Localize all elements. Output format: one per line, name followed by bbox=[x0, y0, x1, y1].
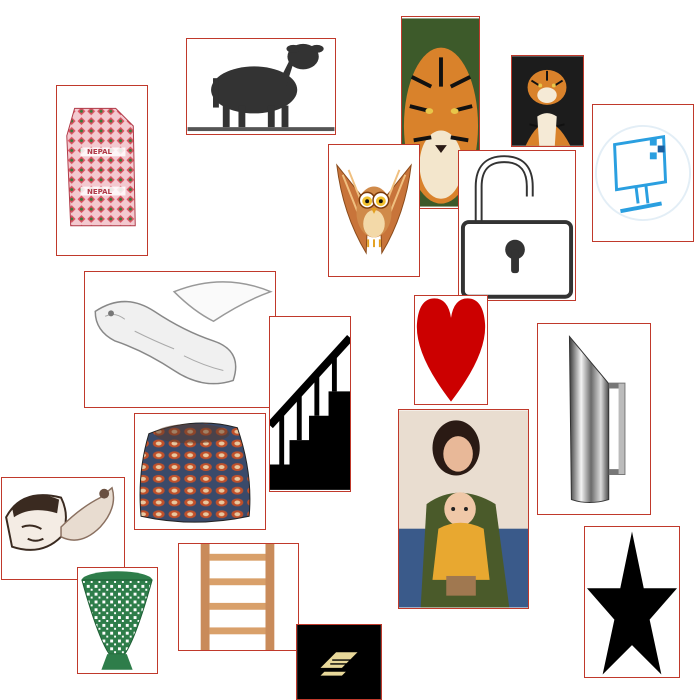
stairs-tile bbox=[269, 316, 351, 492]
open-padlock-icon bbox=[460, 155, 574, 299]
dark-logo-tile bbox=[296, 624, 382, 700]
sitting-tiger-photo bbox=[512, 56, 583, 146]
heart-tile bbox=[414, 295, 488, 405]
sitting-tiger-tile bbox=[511, 55, 584, 147]
staircase-silhouette-icon bbox=[270, 335, 350, 490]
face-sketch-tile bbox=[1, 477, 125, 580]
heart-icon bbox=[416, 298, 486, 402]
steel-pitcher-icon bbox=[568, 335, 626, 503]
mother-and-baby-photo bbox=[399, 410, 528, 608]
face-sketch-icon bbox=[5, 486, 115, 551]
star-icon bbox=[586, 531, 678, 675]
sheep-silhouette-icon bbox=[187, 43, 335, 132]
sketch-tile bbox=[84, 271, 276, 408]
owl-cartoon-icon bbox=[336, 163, 412, 255]
green-basket-tile bbox=[77, 567, 158, 674]
wooden-ladder-icon bbox=[200, 544, 275, 650]
ladder-tile bbox=[178, 543, 299, 651]
computer-tile bbox=[592, 104, 694, 242]
pencil-sketch-fish-icon bbox=[94, 281, 273, 385]
nepal-hat-tile: NEPAL NEPAL bbox=[56, 85, 148, 256]
owl-tile bbox=[328, 144, 420, 277]
computer-monitor-icon bbox=[594, 124, 692, 222]
star-tile bbox=[584, 526, 680, 678]
green-woven-basket-icon bbox=[81, 571, 153, 670]
hat-text-2: NEPAL bbox=[87, 188, 113, 196]
lock-tile bbox=[458, 150, 576, 301]
dhaka-topi-hat-icon bbox=[66, 107, 136, 227]
patterned-pouf-icon bbox=[139, 422, 251, 523]
family-photo-tile bbox=[398, 409, 529, 609]
pouf-tile bbox=[134, 413, 266, 530]
sheep-tile bbox=[186, 38, 336, 135]
gold-logo-icon bbox=[297, 625, 381, 699]
hat-text-1: NEPAL bbox=[87, 148, 113, 156]
pitcher-tile bbox=[537, 323, 651, 515]
